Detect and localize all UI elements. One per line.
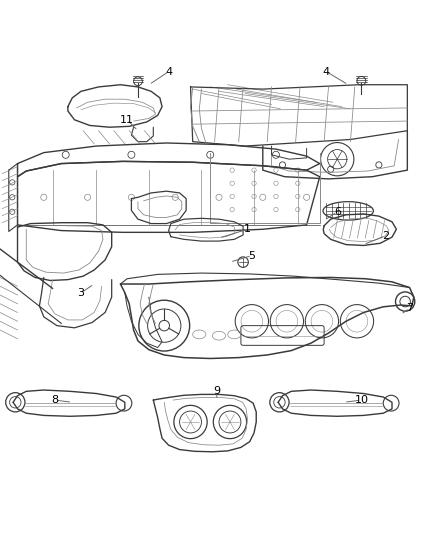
Text: 7: 7 bbox=[406, 303, 413, 313]
Text: 8: 8 bbox=[51, 395, 58, 405]
Text: 4: 4 bbox=[323, 67, 330, 77]
Text: 1: 1 bbox=[244, 224, 251, 235]
Text: 10: 10 bbox=[354, 395, 368, 405]
Text: 4: 4 bbox=[165, 67, 172, 77]
Text: 11: 11 bbox=[120, 115, 134, 125]
Text: 2: 2 bbox=[382, 231, 389, 241]
Text: 3: 3 bbox=[78, 288, 85, 298]
Text: 9: 9 bbox=[213, 386, 220, 397]
Text: 6: 6 bbox=[334, 207, 341, 217]
Text: 5: 5 bbox=[248, 251, 255, 261]
